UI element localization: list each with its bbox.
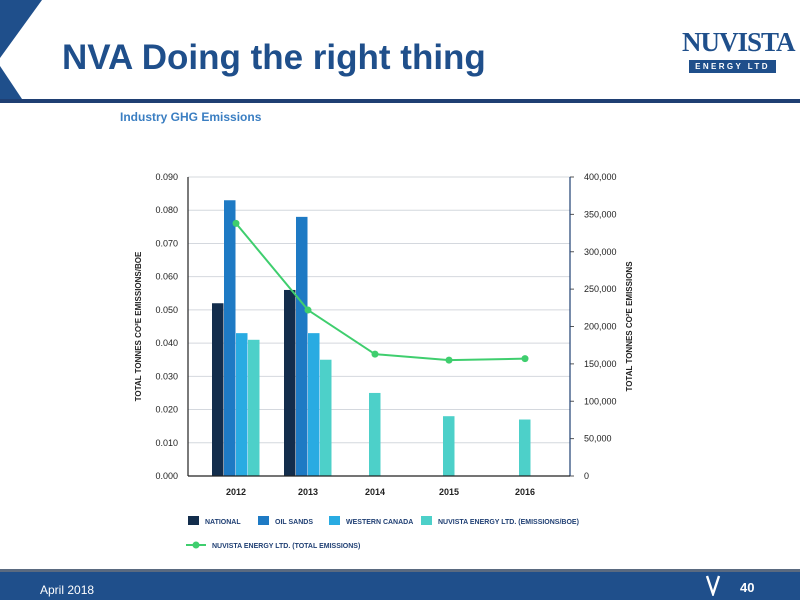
legend-line-marker bbox=[192, 541, 200, 549]
legend-swatch bbox=[421, 516, 432, 525]
header-divider bbox=[0, 99, 800, 103]
y-tick-label-right: 150,000 bbox=[584, 359, 617, 369]
legend-swatch bbox=[258, 516, 269, 525]
y-tick-label-left: 0.060 bbox=[155, 272, 178, 282]
logo-wordmark: NUVISTA bbox=[682, 27, 796, 57]
bar bbox=[284, 289, 296, 476]
y-tick-label-left: 0.080 bbox=[155, 205, 178, 215]
line-point bbox=[371, 350, 379, 358]
x-tick-label: 2016 bbox=[515, 487, 535, 497]
corner-decoration bbox=[0, 0, 42, 99]
y-tick-label-left: 0.090 bbox=[155, 172, 178, 182]
bar bbox=[369, 392, 381, 476]
bar bbox=[308, 333, 320, 476]
x-tick-label: 2013 bbox=[298, 487, 318, 497]
chart-bars bbox=[212, 200, 531, 476]
legend-label: NUVISTA ENERGY LTD. (TOTAL EMISSIONS) bbox=[212, 543, 360, 550]
y-tick-label-right: 50,000 bbox=[584, 434, 612, 444]
nuvista-logo: NUVISTA ENERGY LTD bbox=[682, 27, 796, 75]
line-point bbox=[304, 306, 312, 314]
bar bbox=[519, 419, 531, 476]
y-tick-label-left: 0.050 bbox=[155, 305, 178, 315]
x-tick-label: 2012 bbox=[226, 487, 246, 497]
bar bbox=[296, 216, 308, 476]
legend-label: NUVISTA ENERGY LTD. (EMISSIONS/BOE) bbox=[438, 519, 579, 526]
bar bbox=[248, 339, 260, 476]
x-tick-label: 2014 bbox=[365, 487, 385, 497]
line-point bbox=[232, 219, 240, 227]
legend-label: OIL SANDS bbox=[275, 519, 313, 526]
bar bbox=[224, 200, 236, 476]
y-axis-label-left: TOTAL TONNES CO²E EMISSIONS/BOE bbox=[134, 251, 143, 401]
line-point bbox=[445, 356, 453, 364]
y-tick-label-right: 200,000 bbox=[584, 322, 617, 332]
y-tick-label-right: 100,000 bbox=[584, 396, 617, 406]
slide-title: NVA Doing the right thing bbox=[62, 38, 486, 77]
footer-date: April 2018 bbox=[40, 583, 95, 597]
y-tick-label-right: 350,000 bbox=[584, 209, 617, 219]
emissions-chart: 0.000 0.010 0.020 0.030 0.040 0.050 0.060 0.070… bbox=[134, 172, 634, 550]
logo-tagline: ENERGY LTD bbox=[689, 60, 776, 73]
chart-legend: NATIONAL OIL SANDS WESTERN CANADA NUVISTA E… bbox=[186, 516, 579, 550]
line-point bbox=[521, 355, 529, 363]
bar bbox=[212, 303, 224, 476]
y-tick-label-right: 250,000 bbox=[584, 284, 617, 294]
y-tick-label-left: 0.040 bbox=[155, 338, 178, 348]
y-tick-label-right: 300,000 bbox=[584, 247, 617, 257]
y-tick-label-right: 0 bbox=[584, 471, 589, 481]
legend-swatch bbox=[329, 516, 340, 525]
legend-label: NATIONAL bbox=[205, 519, 241, 526]
y-tick-label-left: 0.010 bbox=[155, 438, 178, 448]
footer-divider bbox=[0, 569, 800, 572]
y-axis-label-right: TOTAL TONNES CO²E EMISSIONS bbox=[625, 261, 634, 392]
chart-axes: 0.000 0.010 0.020 0.030 0.040 0.050 0.060 0.070… bbox=[134, 172, 634, 497]
bar bbox=[443, 416, 455, 476]
y-tick-label-left: 0.070 bbox=[155, 238, 178, 248]
legend-swatch bbox=[188, 516, 199, 525]
y-tick-label-left: 0.030 bbox=[155, 371, 178, 381]
page-number: 40 bbox=[740, 580, 755, 595]
footer-bar bbox=[0, 572, 800, 600]
y-tick-label-left: 0.020 bbox=[155, 405, 178, 415]
y-tick-label-left: 0.000 bbox=[155, 471, 178, 481]
chart-title: Industry GHG Emissions bbox=[120, 110, 262, 124]
bar bbox=[236, 333, 248, 476]
footer-v-icon bbox=[705, 575, 721, 596]
x-tick-label: 2015 bbox=[439, 487, 459, 497]
y-tick-label-right: 400,000 bbox=[584, 172, 617, 182]
legend-label: WESTERN CANADA bbox=[346, 519, 413, 526]
bar bbox=[320, 359, 332, 476]
chart-line-series bbox=[232, 219, 529, 364]
